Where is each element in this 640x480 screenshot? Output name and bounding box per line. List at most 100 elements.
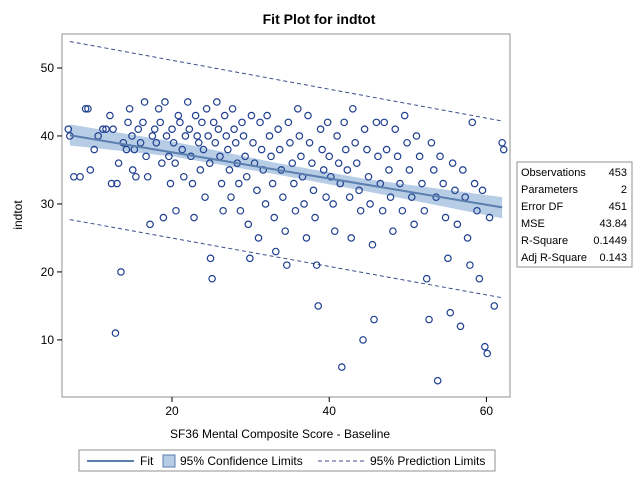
data-point bbox=[284, 118, 293, 127]
data-point bbox=[439, 179, 447, 188]
data-point bbox=[459, 166, 467, 174]
data-point bbox=[422, 274, 431, 283]
data-point bbox=[297, 152, 305, 161]
data-point bbox=[219, 206, 227, 215]
data-point bbox=[239, 132, 248, 140]
data-point bbox=[468, 118, 477, 127]
data-point bbox=[172, 206, 180, 215]
data-point bbox=[364, 172, 373, 181]
data-point bbox=[275, 145, 284, 154]
y-tick-label: 20 bbox=[41, 265, 55, 279]
data-point bbox=[208, 274, 216, 283]
data-point bbox=[235, 179, 243, 188]
data-point bbox=[363, 145, 371, 154]
data-point bbox=[128, 132, 136, 140]
data-point bbox=[114, 159, 123, 167]
data-point bbox=[352, 159, 361, 167]
data-point bbox=[300, 200, 308, 208]
data-point bbox=[498, 138, 506, 147]
fit-statistic-label: Observations bbox=[521, 167, 586, 179]
data-point bbox=[196, 166, 205, 174]
fit-statistic-value: 43.84 bbox=[599, 218, 627, 230]
plot-area bbox=[64, 40, 508, 385]
data-point bbox=[181, 132, 190, 140]
data-point bbox=[382, 145, 391, 154]
data-point bbox=[204, 132, 212, 140]
data-point bbox=[322, 193, 330, 201]
data-point bbox=[380, 118, 389, 127]
data-point bbox=[198, 118, 206, 127]
data-point bbox=[425, 315, 433, 324]
data-point bbox=[227, 193, 235, 201]
data-point bbox=[444, 254, 452, 263]
fit-statistic-label: Error DF bbox=[521, 201, 563, 213]
data-point bbox=[286, 138, 294, 147]
data-point bbox=[343, 166, 352, 174]
data-point bbox=[281, 227, 290, 235]
data-point bbox=[263, 111, 271, 120]
data-point bbox=[254, 234, 263, 242]
data-point bbox=[448, 159, 457, 167]
data-point bbox=[483, 349, 492, 358]
data-point bbox=[194, 138, 203, 147]
data-point bbox=[225, 166, 234, 174]
data-point bbox=[481, 342, 489, 351]
data-point bbox=[99, 125, 107, 133]
data-point bbox=[345, 193, 354, 201]
data-point bbox=[148, 132, 157, 140]
data-point bbox=[308, 159, 316, 167]
data-point bbox=[214, 125, 223, 133]
data-point bbox=[238, 118, 246, 127]
data-point bbox=[174, 111, 183, 120]
fit-statistic-label: Adj R-Square bbox=[521, 252, 587, 264]
data-point bbox=[319, 166, 328, 174]
y-tick-label: 40 bbox=[41, 129, 55, 143]
data-point bbox=[366, 200, 374, 208]
data-point bbox=[470, 179, 479, 188]
data-point bbox=[211, 138, 220, 147]
data-point bbox=[134, 125, 143, 133]
data-point bbox=[228, 104, 237, 113]
data-point bbox=[205, 159, 214, 167]
fit-statistics-frame bbox=[516, 161, 633, 268]
data-point bbox=[341, 145, 350, 154]
data-point bbox=[396, 179, 404, 188]
data-point bbox=[360, 125, 369, 133]
data-point bbox=[247, 111, 256, 120]
data-point bbox=[410, 220, 418, 229]
data-point bbox=[107, 179, 116, 188]
data-point bbox=[168, 125, 176, 133]
data-point bbox=[330, 227, 339, 235]
data-point bbox=[329, 200, 337, 208]
data-point bbox=[156, 118, 165, 127]
data-point bbox=[171, 159, 179, 167]
data-point bbox=[400, 111, 409, 120]
data-point bbox=[499, 145, 508, 154]
fit-statistic-value: 0.1449 bbox=[593, 235, 627, 247]
x-axis: 20 40 60 bbox=[165, 397, 493, 418]
data-point bbox=[90, 145, 99, 154]
data-point bbox=[102, 125, 110, 133]
fit-statistic-value: 0.143 bbox=[599, 252, 627, 264]
plot-frame bbox=[61, 33, 511, 398]
data-point bbox=[385, 166, 393, 174]
data-point bbox=[309, 186, 318, 195]
x-axis-label: SF36 Mental Composite Score - Baseline bbox=[170, 427, 390, 441]
data-point bbox=[403, 138, 411, 147]
data-point bbox=[183, 98, 192, 106]
data-point bbox=[415, 152, 424, 161]
data-point bbox=[490, 302, 499, 310]
fit-statistic-label: MSE bbox=[521, 218, 545, 230]
data-point bbox=[122, 145, 131, 154]
data-point bbox=[257, 145, 266, 154]
data-point bbox=[463, 234, 472, 242]
data-point bbox=[140, 98, 149, 106]
data-point bbox=[166, 179, 175, 188]
legend-prediction-label: 95% Prediction Limits bbox=[370, 454, 485, 468]
data-point bbox=[340, 118, 348, 127]
y-axis: 10 20 30 40 50 bbox=[41, 61, 62, 347]
data-point bbox=[312, 261, 321, 269]
data-point bbox=[230, 125, 238, 133]
y-axis-label: indtot bbox=[11, 200, 25, 230]
data-point bbox=[433, 376, 442, 385]
